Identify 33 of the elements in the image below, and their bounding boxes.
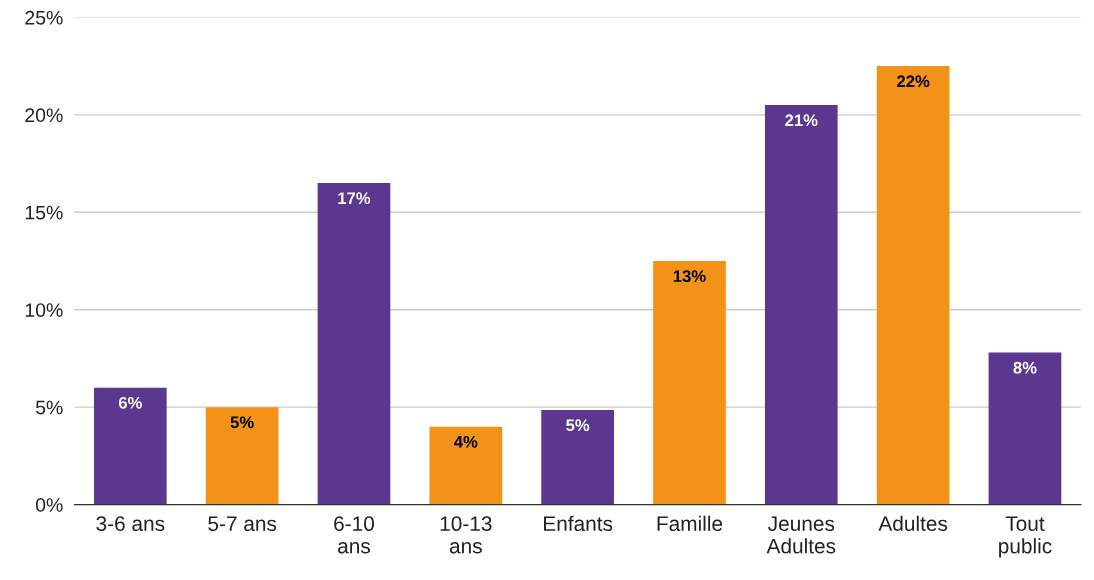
y-tick-label: 25% — [25, 10, 63, 25]
y-tick-label: 20% — [25, 108, 63, 123]
data-label: 8% — [1013, 361, 1037, 374]
x-tick-label: Jeunes Adultes — [766, 516, 836, 554]
y-tick-label: 15% — [25, 205, 63, 220]
bar — [988, 352, 1062, 505]
y-tick-label: 10% — [25, 303, 63, 317]
x-tick-label: Enfants — [544, 515, 613, 532]
data-label: 5% — [230, 416, 254, 429]
data-label: 13% — [673, 270, 706, 283]
bar — [317, 183, 391, 505]
x-tick-label: Famille — [657, 515, 723, 532]
bar — [205, 407, 279, 505]
x-tick-label: 10-13 ans — [440, 516, 492, 554]
bar — [541, 410, 614, 505]
y-tick-label: 0% — [35, 498, 63, 512]
data-label: 5% — [566, 419, 590, 432]
data-label: 17% — [338, 192, 371, 205]
x-tick-label: Tout public — [999, 516, 1052, 558]
x-tick-label: Adultes — [878, 515, 948, 532]
x-tick-label: 6-10 ans — [334, 516, 375, 554]
bar — [653, 261, 726, 505]
x-tick-label: 3-6 ans — [96, 516, 165, 532]
bar — [876, 66, 950, 505]
x-tick-label: 5-7 ans — [208, 516, 277, 532]
y-tick-label: 5% — [35, 400, 63, 415]
data-label: 4% — [454, 435, 478, 448]
bar — [764, 105, 838, 505]
data-label: 6% — [118, 396, 142, 409]
bar — [429, 426, 503, 505]
bar — [93, 387, 167, 505]
data-label: 22% — [897, 75, 930, 88]
data-label: 21% — [785, 114, 818, 127]
